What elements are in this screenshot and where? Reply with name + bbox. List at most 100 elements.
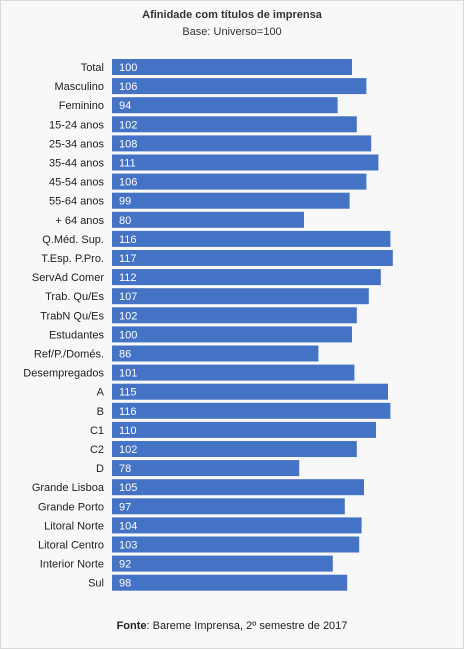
bar bbox=[112, 59, 352, 75]
value-label: 108 bbox=[119, 138, 137, 150]
bar bbox=[112, 326, 352, 343]
bar bbox=[112, 479, 364, 496]
bar-row: Desempregados 101 bbox=[23, 364, 355, 381]
value-label: 92 bbox=[119, 559, 131, 571]
bar-row: + 64 anos 80 bbox=[55, 211, 304, 228]
bar bbox=[112, 441, 357, 457]
bar bbox=[112, 78, 367, 95]
value-label: 99 bbox=[119, 196, 131, 208]
bar bbox=[112, 402, 391, 419]
value-label: 100 bbox=[119, 62, 137, 74]
bar bbox=[112, 192, 350, 209]
category-label: 35-44 anos bbox=[49, 158, 105, 170]
value-label: 115 bbox=[119, 387, 137, 399]
value-label: 102 bbox=[119, 444, 137, 456]
bar-row: D 78 bbox=[96, 460, 300, 477]
value-label: 97 bbox=[119, 501, 131, 513]
value-label: 105 bbox=[119, 482, 137, 494]
bar-row: 25-34 anos 108 bbox=[49, 135, 372, 152]
bar-row: Trab. Qu/Es 107 bbox=[45, 288, 369, 305]
bar bbox=[112, 250, 393, 266]
category-label: 25-34 anos bbox=[49, 138, 105, 150]
value-label: 78 bbox=[119, 463, 131, 475]
bar bbox=[112, 116, 357, 133]
bar-row: Masculino 106 bbox=[54, 78, 367, 95]
bar-row: ServAd Comer 112 bbox=[32, 269, 381, 286]
value-label: 102 bbox=[119, 310, 137, 322]
category-label: C1 bbox=[90, 425, 104, 437]
bar-row: Ref/P./Domés. 86 bbox=[34, 345, 319, 362]
source-label: Fonte bbox=[116, 620, 147, 632]
value-label: 86 bbox=[119, 349, 131, 361]
bar bbox=[112, 421, 376, 438]
value-label: 102 bbox=[119, 119, 137, 131]
bar bbox=[112, 269, 381, 286]
bar bbox=[112, 517, 362, 534]
value-label: 101 bbox=[119, 368, 137, 380]
category-label: D bbox=[96, 463, 104, 475]
category-label: Interior Norte bbox=[40, 559, 104, 571]
category-label: Grande Lisboa bbox=[32, 482, 105, 494]
bar-row: Litoral Norte 104 bbox=[44, 517, 362, 534]
value-label: 106 bbox=[119, 81, 137, 93]
category-label: Estudantes bbox=[49, 329, 105, 341]
value-label: 106 bbox=[119, 177, 137, 189]
category-label: 15-24 anos bbox=[49, 119, 105, 131]
category-label: Grande Porto bbox=[38, 501, 104, 513]
category-label: Litoral Norte bbox=[44, 520, 104, 532]
value-label: 116 bbox=[119, 406, 137, 418]
category-label: Desempregados bbox=[23, 368, 104, 380]
value-label: 111 bbox=[119, 158, 136, 170]
bar-row: 55-64 anos 99 bbox=[49, 192, 350, 209]
chart-title: Afinidade com títulos de imprensa bbox=[142, 9, 322, 21]
value-label: 112 bbox=[119, 272, 137, 284]
bar-row: Q.Méd. Sup. 116 bbox=[42, 230, 391, 247]
bar-row: C2 102 bbox=[90, 441, 357, 457]
category-label: 45-54 anos bbox=[49, 177, 105, 189]
bar-row: Grande Porto 97 bbox=[38, 498, 345, 515]
category-label: Masculino bbox=[54, 81, 104, 93]
value-label: 116 bbox=[119, 234, 137, 246]
category-label: Litoral Centro bbox=[38, 540, 104, 552]
bar bbox=[112, 383, 388, 400]
value-label: 100 bbox=[119, 329, 137, 341]
category-label: + 64 anos bbox=[55, 215, 104, 227]
category-label: Q.Méd. Sup. bbox=[42, 234, 104, 246]
category-label: ServAd Comer bbox=[32, 272, 104, 284]
category-label: Total bbox=[81, 62, 104, 74]
chart-subtitle: Base: Universo=100 bbox=[182, 26, 282, 38]
bar-row: Total 100 bbox=[81, 59, 352, 75]
bar bbox=[112, 211, 304, 228]
bar bbox=[112, 555, 333, 572]
category-label: Sul bbox=[88, 578, 104, 590]
bar-row: TrabN Qu/Es 102 bbox=[40, 307, 357, 324]
category-label: A bbox=[97, 387, 105, 399]
bar-row: Estudantes 100 bbox=[49, 326, 352, 343]
bar-row: Grande Lisboa 105 bbox=[32, 479, 364, 496]
category-label: Feminino bbox=[59, 100, 104, 112]
category-label: 55-64 anos bbox=[49, 196, 105, 208]
bar-row: B 116 bbox=[97, 402, 391, 419]
bar-row: T.Esp. P.Pro. 117 bbox=[41, 250, 393, 266]
bar bbox=[112, 288, 369, 305]
category-label: Trab. Qu/Es bbox=[45, 291, 104, 303]
value-label: 94 bbox=[119, 100, 131, 112]
bar bbox=[112, 364, 355, 381]
bar bbox=[112, 536, 360, 553]
bar bbox=[112, 230, 391, 247]
bar bbox=[112, 97, 338, 114]
category-label: T.Esp. P.Pro. bbox=[41, 253, 104, 265]
bar bbox=[112, 345, 319, 362]
bar bbox=[112, 498, 345, 515]
source-text: : Bareme Imprensa, 2º semestre de 2017 bbox=[146, 620, 348, 632]
bar-row: Sul 98 bbox=[88, 574, 348, 591]
bar-row: Interior Norte 92 bbox=[40, 555, 333, 572]
value-label: 98 bbox=[119, 578, 131, 590]
bar bbox=[112, 307, 357, 324]
value-label: 103 bbox=[119, 540, 137, 552]
value-label: 107 bbox=[119, 291, 137, 303]
bar bbox=[112, 154, 379, 171]
category-label: Ref/P./Domés. bbox=[34, 349, 104, 361]
value-label: 104 bbox=[119, 520, 137, 532]
